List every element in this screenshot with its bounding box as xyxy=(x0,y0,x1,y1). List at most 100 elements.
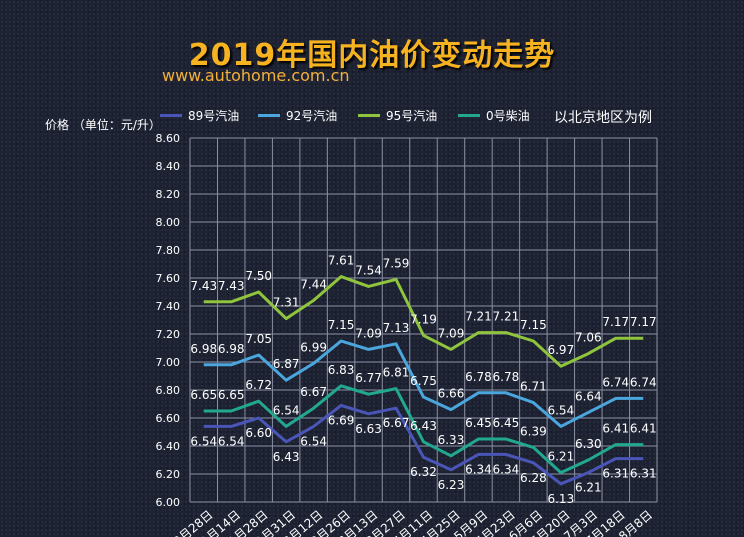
data-label: 6.65 xyxy=(190,388,217,402)
data-label: 7.17 xyxy=(602,315,629,329)
region-note: 以北京地区为例 xyxy=(554,110,652,126)
legend-swatch xyxy=(358,114,380,117)
legend-label: 92号汽油 xyxy=(286,109,338,123)
data-label: 7.09 xyxy=(355,326,382,340)
data-label: 6.23 xyxy=(438,478,465,492)
data-label: 6.97 xyxy=(547,343,574,357)
data-label: 6.45 xyxy=(465,416,492,430)
y-tick-label: 6.00 xyxy=(156,496,181,509)
legend-label: 95号汽油 xyxy=(386,109,438,123)
y-tick-label: 6.80 xyxy=(156,384,181,397)
data-label: 6.99 xyxy=(300,340,327,354)
y-tick-label: 6.60 xyxy=(156,412,181,425)
data-label: 6.45 xyxy=(493,416,520,430)
data-label: 6.39 xyxy=(520,424,547,438)
data-label: 6.28 xyxy=(520,471,547,485)
data-label: 7.59 xyxy=(383,256,410,270)
data-label: 6.21 xyxy=(575,481,602,495)
data-label: 6.69 xyxy=(328,413,355,427)
series-line xyxy=(203,384,644,475)
data-label: 6.71 xyxy=(520,380,547,394)
data-label: 6.31 xyxy=(602,467,629,481)
legend-item-0: 0号柴油 xyxy=(458,107,530,124)
data-label: 7.13 xyxy=(383,321,410,335)
data-label: 6.34 xyxy=(493,462,520,476)
series-line xyxy=(203,275,644,368)
y-tick-label: 7.20 xyxy=(156,328,181,341)
data-label: 6.34 xyxy=(465,462,492,476)
data-label: 6.67 xyxy=(300,385,327,399)
y-tick-label: 8.40 xyxy=(156,160,181,173)
legend-label: 0号柴油 xyxy=(486,109,530,123)
data-label: 6.78 xyxy=(465,370,492,384)
data-label: 7.05 xyxy=(245,332,272,346)
legend-item-89: 89号汽油 xyxy=(160,107,239,124)
data-label: 6.78 xyxy=(493,370,520,384)
data-label: 6.60 xyxy=(245,426,272,440)
data-label: 6.74 xyxy=(602,375,629,389)
legend-swatch xyxy=(258,114,280,117)
series-line xyxy=(203,403,644,486)
series-line xyxy=(203,339,644,428)
data-label: 6.54 xyxy=(273,403,300,417)
data-label: 7.15 xyxy=(520,318,547,332)
data-label: 7.31 xyxy=(273,296,300,310)
y-tick-label: 7.00 xyxy=(156,356,181,369)
data-label: 7.19 xyxy=(410,312,437,326)
y-tick-label: 8.00 xyxy=(156,216,181,229)
data-label: 6.54 xyxy=(547,403,574,417)
data-label: 7.21 xyxy=(465,310,492,324)
y-tick-label: 6.20 xyxy=(156,468,181,481)
data-label: 7.17 xyxy=(630,315,657,329)
data-label: 6.54 xyxy=(190,434,217,448)
data-label: 7.09 xyxy=(438,326,465,340)
y-axis-label: 价格 （单位：元/升） xyxy=(45,118,161,132)
data-label: 7.21 xyxy=(493,310,520,324)
data-label: 6.32 xyxy=(410,465,437,479)
data-label: 6.54 xyxy=(218,434,245,448)
data-label: 6.64 xyxy=(575,389,602,403)
data-label: 7.44 xyxy=(300,277,327,291)
data-label: 6.72 xyxy=(245,378,272,392)
data-label: 6.13 xyxy=(547,492,574,506)
y-tick-label: 7.60 xyxy=(156,272,181,285)
data-label: 6.31 xyxy=(630,467,657,481)
data-label: 6.30 xyxy=(575,437,602,451)
y-tick-label: 8.20 xyxy=(156,188,181,201)
data-label: 6.81 xyxy=(383,366,410,380)
data-label: 6.66 xyxy=(438,387,465,401)
legend-item-95: 95号汽油 xyxy=(358,107,437,124)
data-label: 6.83 xyxy=(328,363,355,377)
chart-title: 2019年国内油价变动走势 xyxy=(188,38,556,73)
data-label: 6.67 xyxy=(383,416,410,430)
y-tick-label: 7.80 xyxy=(156,244,181,257)
y-tick-label: 8.60 xyxy=(156,132,181,145)
y-tick-label: 7.40 xyxy=(156,300,181,313)
data-label: 6.54 xyxy=(300,434,327,448)
data-label: 7.15 xyxy=(328,318,355,332)
data-label: 6.98 xyxy=(218,342,245,356)
data-label: 6.21 xyxy=(547,450,574,464)
data-label: 6.43 xyxy=(410,419,437,433)
y-tick-label: 6.40 xyxy=(156,440,181,453)
data-label: 7.06 xyxy=(575,331,602,345)
data-label: 6.63 xyxy=(355,422,382,436)
data-label: 7.54 xyxy=(355,263,382,277)
legend-swatch xyxy=(160,114,182,117)
data-label: 7.50 xyxy=(245,269,272,283)
data-label: 7.43 xyxy=(218,279,245,293)
source-url: www.autohome.com.cn xyxy=(162,66,350,85)
legend-label: 89号汽油 xyxy=(188,109,240,123)
data-label: 6.33 xyxy=(438,433,465,447)
data-label: 7.61 xyxy=(328,254,355,268)
data-label: 6.65 xyxy=(218,388,245,402)
legend-swatch xyxy=(458,114,480,117)
data-label: 6.98 xyxy=(190,342,217,356)
data-label: 6.41 xyxy=(630,422,657,436)
data-label: 7.43 xyxy=(190,279,217,293)
data-label: 6.75 xyxy=(410,374,437,388)
legend-item-92: 92号汽油 xyxy=(258,107,337,124)
data-label: 6.74 xyxy=(630,375,657,389)
